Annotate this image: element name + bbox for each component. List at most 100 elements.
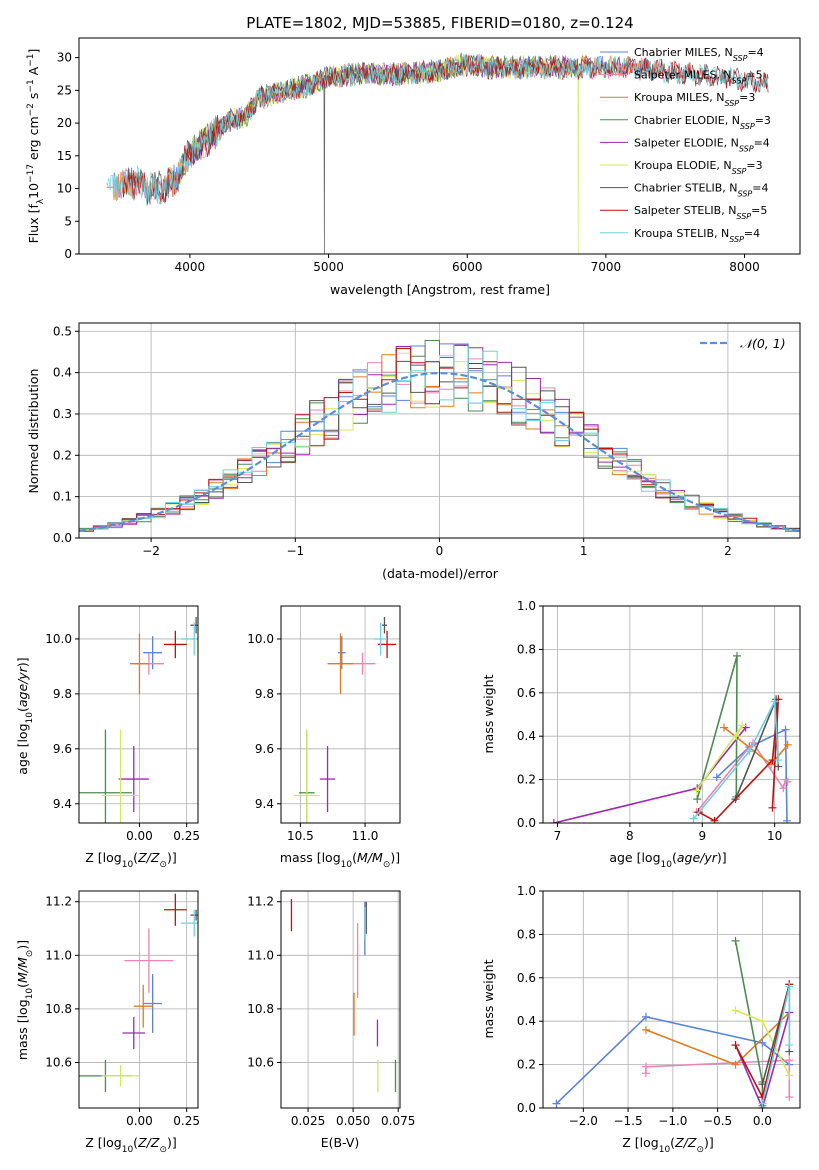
mass-vs-Z-y-axis-label-part: mass [log <box>15 999 30 1060</box>
spectrum-x-axis-label: wavelength [Angstrom, rest frame] <box>330 282 550 297</box>
mass-vs-Z-x-axis-label-part: ( <box>133 1135 138 1150</box>
spectrum-y-axis-label-part: λ <box>36 198 46 204</box>
weight-vs-Z-y-axis-label: mass weight <box>481 959 496 1038</box>
age-vs-mass-x-axis-label-part: ⊙ <box>383 860 391 870</box>
weight-marker <box>549 819 558 823</box>
age-vs-mass-x-axis-label-part: / <box>367 850 374 865</box>
weight_vs_age-plot-area <box>549 651 792 823</box>
age_vs_Z-plot-area <box>79 616 198 823</box>
y-tick-label: 10.6 <box>247 1055 274 1069</box>
mass_vs_ebv-frame: 0.025 0.050 0.075 10.6 10.8 11.0 11.2 <box>247 890 415 1128</box>
mass-vs-Z-x-axis-label-part: )] <box>167 1135 177 1150</box>
errorbar-point <box>133 984 153 1028</box>
legend-entry-name: Chabrier STELIB, N <box>634 182 738 195</box>
mass-vs-Z-y-axis-label-part: )] <box>15 940 30 950</box>
legend-entry: Chabrier ELODIE, NSSP=3 <box>634 114 771 131</box>
legend-entry: Chabrier STELIB, NSSP=4 <box>634 182 768 199</box>
weight-marker <box>731 936 740 945</box>
x-tick-label: 0.00 <box>126 829 153 843</box>
age-vs-Z-x-axis-label-part: Z <box>137 850 147 865</box>
x-tick-label: −2.0 <box>569 1114 598 1128</box>
x-tick-label: −1.0 <box>658 1114 687 1128</box>
weight-marker <box>782 816 791 823</box>
weight-vs-age-x-axis-label-part: age <box>677 850 701 865</box>
legend-entry-name: Chabrier ELODIE, N <box>634 114 740 127</box>
weight-marker <box>785 1041 794 1050</box>
mass-vs-Z-y-axis-label-part: 10 <box>25 988 35 1000</box>
y-tick-label: 11.2 <box>247 895 274 909</box>
axes-frame <box>542 605 801 824</box>
weight-marker <box>731 1041 740 1050</box>
figure-title: PLATE=1802, MJD=53885, FIBERID=0180, z=0… <box>246 14 633 32</box>
spectrum-y-axis-label-part: Flux [f <box>26 204 41 244</box>
y-tick-label: 11.0 <box>247 948 274 962</box>
y-tick-label: 0.4 <box>517 1014 536 1028</box>
mass-vs-Z-y-axis-label-part: / <box>15 966 30 973</box>
y-tick-label: 20 <box>57 116 72 130</box>
x-tick-label: 0.25 <box>173 829 200 843</box>
residual-legend: 𝒩(0, 1) <box>700 336 786 351</box>
spectrum-y-axis-label: Flux [fλ10−17 erg cm−2 s−1 A−1] <box>26 49 46 244</box>
legend-entry-count: =5 <box>746 69 762 82</box>
y-tick-label: 0.8 <box>517 927 536 941</box>
y-tick-label: 0.6 <box>517 971 536 985</box>
legend-entry: Salpeter STELIB, NSSP=5 <box>634 204 767 221</box>
legend-entry-count: =4 <box>747 46 763 59</box>
age-vs-Z-y-axis-label-part: / <box>15 678 30 685</box>
x-tick-label: −1 <box>286 544 304 558</box>
legend-entry-sub: SSP <box>739 144 754 153</box>
x-tick-label: 7 <box>554 829 562 843</box>
weight_vs_age-frame: 7 8 9 10 0.0 0.2 0.4 0.6 0.8 1.0 <box>517 599 801 843</box>
spectrum-frame: 4000 5000 6000 7000 8000 0 5 10 15 20 25 30 <box>57 37 801 274</box>
spectrum-plot-area <box>106 52 769 254</box>
x-tick-label: 8 <box>626 829 634 843</box>
x-tick-label: 0.0 <box>753 1114 772 1128</box>
weight-marker <box>785 1071 794 1080</box>
mass-vs-Z-y-axis-label-part: M <box>15 972 30 983</box>
errorbar-point <box>101 729 140 823</box>
spectrum-y-axis-label-part: 10 <box>26 183 41 199</box>
x-tick-label: −0.5 <box>703 1114 732 1128</box>
legend-entry: Salpeter ELODIE, NSSP=4 <box>634 136 770 153</box>
residual-x-axis-label: (data-model)/error <box>382 566 499 581</box>
y-tick-label: 0.5 <box>53 324 72 338</box>
weight-vs-age-x-axis-label-part: 10 <box>661 860 673 870</box>
weight-vs-age-x-axis-label-part: age [log <box>609 850 660 865</box>
legend-entry-sub: SSP <box>724 99 739 108</box>
weight-marker <box>781 725 790 734</box>
y-tick-label: 9.6 <box>53 742 72 756</box>
weight-marker <box>783 740 792 749</box>
y-tick-label: 0.0 <box>53 531 72 545</box>
errorbar-point <box>143 974 163 1033</box>
x-tick-label: 10.5 <box>287 829 314 843</box>
weight-series-line <box>734 1012 791 1108</box>
age-vs-Z-x-axis-label-part: 10 <box>122 860 134 870</box>
gaussian-curve <box>79 371 800 532</box>
axes-frame <box>78 37 801 255</box>
weight-marker <box>774 756 783 765</box>
age-vs-Z-y-axis-label-part: age [log <box>15 723 30 774</box>
y-tick-label: 0.1 <box>53 490 72 504</box>
weight-vs-Z-x-axis-label-part: Z <box>674 1135 684 1150</box>
age-vs-Z-x-axis-label-part: Z <box>150 850 160 865</box>
age-vs-mass-x-axis-label: mass [log10(M/M⊙)] <box>280 850 400 870</box>
weight_vs_Z-plot-area <box>552 936 794 1108</box>
x-tick-label: 0.025 <box>291 1114 325 1128</box>
y-tick-label: 15 <box>57 149 72 163</box>
weight-vs-age-y-axis-label: mass weight <box>481 674 496 753</box>
weight-vs-Z-x-axis-label-part: Z [log <box>622 1135 658 1150</box>
y-tick-label: 0.8 <box>517 642 536 656</box>
errorbar-point <box>164 893 187 926</box>
y-tick-label: 0.6 <box>517 686 536 700</box>
y-tick-label: 9.8 <box>255 687 274 701</box>
x-tick-label: −2 <box>142 544 160 558</box>
spectrum-y-axis-label-part: A <box>26 66 41 79</box>
weight-marker <box>758 1099 767 1108</box>
x-tick-label: 6000 <box>452 260 483 274</box>
legend-entry-count: =3 <box>746 159 762 172</box>
age-vs-Z-y-axis-label-part: ( <box>15 707 30 712</box>
residuals-frame: −2 −1 0 1 2 0.0 0.1 0.2 0.3 0.4 0.5 <box>53 322 801 558</box>
y-tick-label: 9.6 <box>255 742 274 756</box>
errorbar-point <box>293 729 320 823</box>
